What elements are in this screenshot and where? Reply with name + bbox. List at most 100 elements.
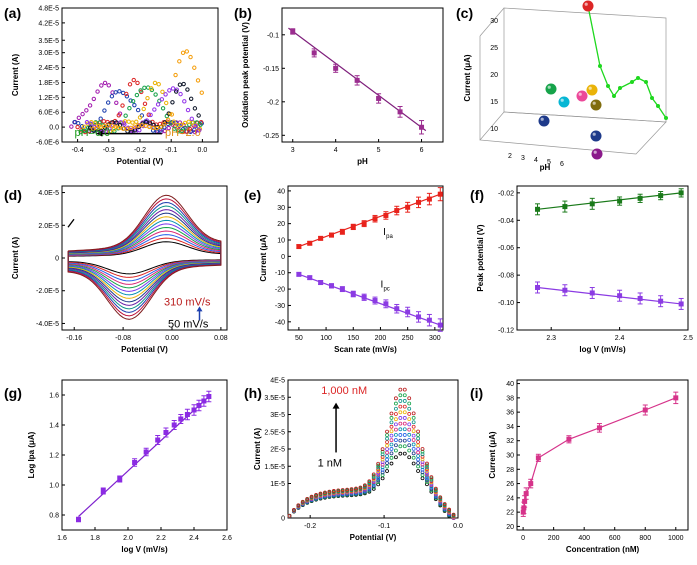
data-point bbox=[425, 470, 429, 475]
x-tick-label: 5 bbox=[547, 159, 551, 166]
arrow-head bbox=[96, 130, 103, 137]
series-line bbox=[522, 397, 677, 513]
data-point bbox=[155, 102, 161, 107]
data-point bbox=[425, 461, 429, 466]
arrow-head bbox=[332, 402, 340, 409]
data-point bbox=[147, 120, 153, 125]
data-point bbox=[191, 407, 197, 413]
y-tick-label: 0.0 bbox=[49, 125, 59, 132]
sphere-highlight bbox=[593, 150, 597, 154]
data-point bbox=[380, 449, 385, 454]
data-point bbox=[349, 487, 354, 492]
data-point bbox=[142, 101, 148, 107]
series-Ipc bbox=[296, 271, 443, 332]
x-tick-label: 600 bbox=[609, 535, 621, 542]
data-point bbox=[178, 91, 183, 97]
data-point bbox=[105, 100, 111, 105]
fit-line bbox=[537, 192, 682, 210]
data-point bbox=[354, 77, 360, 83]
data-point bbox=[389, 442, 394, 447]
plot-frame-b bbox=[281, 7, 444, 143]
data-point bbox=[187, 126, 193, 132]
data-point bbox=[305, 497, 310, 501]
data-point bbox=[296, 271, 302, 277]
x-axis-label: Potential (V) bbox=[350, 533, 397, 542]
data-point bbox=[98, 116, 103, 121]
data-point bbox=[429, 481, 434, 486]
y-tick-label: -0.06 bbox=[498, 245, 514, 252]
data-point bbox=[398, 444, 403, 449]
data-point bbox=[402, 444, 407, 449]
data-point bbox=[87, 103, 93, 108]
y-tick-label: 4E-5 bbox=[270, 378, 285, 385]
data-point bbox=[318, 235, 324, 241]
data-point bbox=[178, 122, 184, 128]
y-tick-label: -2.0E-5 bbox=[36, 288, 59, 295]
data-point bbox=[420, 476, 425, 481]
series-Ipa bbox=[296, 187, 443, 250]
data-point bbox=[311, 50, 317, 56]
data-point bbox=[411, 420, 416, 425]
y-tick-label: 1.0 bbox=[49, 483, 59, 490]
y-tick-label: 3E-5 bbox=[270, 412, 285, 419]
data-point bbox=[135, 107, 141, 113]
data-point bbox=[122, 122, 127, 127]
data-point bbox=[154, 125, 160, 131]
y-tick-label: 22 bbox=[506, 510, 514, 517]
x-axis-label: log V (mV/s) bbox=[579, 345, 626, 354]
y-tick-label: 1.8E-5 bbox=[38, 80, 59, 87]
x-tick-label: -0.2 bbox=[304, 523, 316, 530]
data-point bbox=[420, 454, 425, 459]
annotation-1nM: 1 nM bbox=[318, 457, 342, 469]
data-point bbox=[416, 457, 420, 462]
data-point bbox=[153, 92, 158, 97]
data-point bbox=[425, 469, 429, 473]
x-tick-label: 0.0 bbox=[453, 523, 463, 530]
x-tick-label: 2.0 bbox=[123, 535, 133, 542]
y-tick-label: 20 bbox=[277, 221, 285, 228]
data-point bbox=[148, 112, 153, 118]
y-tick-label: 2.0E-5 bbox=[38, 223, 59, 230]
y-tick-label: -4.0E-5 bbox=[36, 321, 59, 328]
data-point bbox=[637, 195, 643, 201]
data-point bbox=[86, 125, 91, 130]
data-point bbox=[300, 499, 305, 504]
data-point bbox=[402, 421, 407, 426]
data-point bbox=[398, 416, 403, 420]
data-point bbox=[188, 54, 193, 60]
x-tick-label: -0.08 bbox=[115, 335, 131, 342]
x-tick-label: 0.0 bbox=[198, 147, 208, 154]
data-point bbox=[314, 493, 318, 497]
data-point bbox=[327, 489, 332, 494]
x-tick-label: 150 bbox=[347, 335, 359, 342]
data-point bbox=[88, 121, 93, 126]
y-tick-label: -0.2 bbox=[267, 99, 279, 106]
x-tick-label: -0.2 bbox=[134, 147, 146, 154]
direction-arrow bbox=[67, 218, 75, 228]
y-tick-label: -0.04 bbox=[498, 218, 514, 225]
data-point bbox=[84, 108, 89, 113]
data-point bbox=[339, 286, 345, 292]
data-point bbox=[630, 80, 634, 84]
data-point bbox=[394, 443, 398, 448]
x-tick-label: 4 bbox=[334, 147, 338, 154]
data-point bbox=[383, 301, 389, 307]
data-point bbox=[371, 473, 376, 478]
data-point bbox=[162, 121, 167, 127]
z-tick-label: 25 bbox=[490, 45, 498, 52]
data-point bbox=[673, 395, 679, 401]
data-point bbox=[678, 190, 684, 196]
data-point bbox=[152, 107, 157, 112]
data-point bbox=[650, 96, 654, 100]
data-point bbox=[402, 410, 407, 415]
data-point bbox=[407, 448, 412, 453]
data-point bbox=[340, 488, 345, 492]
data-point bbox=[420, 473, 425, 477]
y-tick-label: 0 bbox=[281, 516, 285, 523]
data-point bbox=[109, 123, 115, 128]
series-pH=2.0 bbox=[91, 49, 204, 132]
data-point bbox=[447, 507, 452, 512]
data-point bbox=[163, 92, 168, 97]
data-point bbox=[173, 72, 178, 78]
data-point bbox=[292, 508, 296, 512]
